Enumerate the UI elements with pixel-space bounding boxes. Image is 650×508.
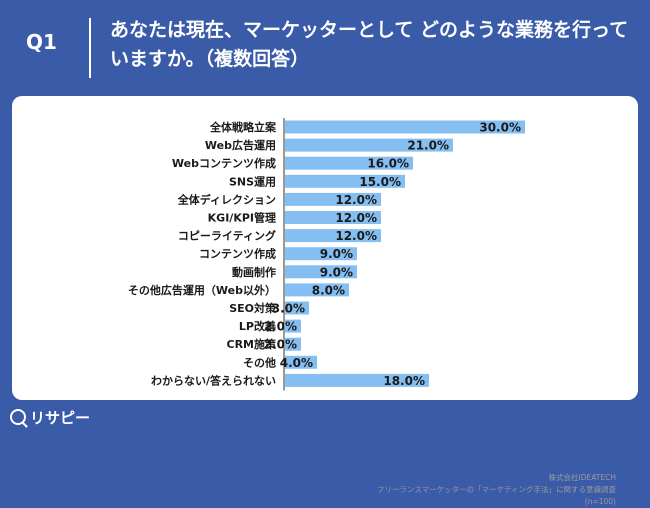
value-label: 8.0% xyxy=(312,283,345,297)
category-label: 全体ディレクション xyxy=(177,192,276,206)
category-label: 全体戦略立案 xyxy=(209,120,277,134)
bar-chart: 全体戦略立案 30.0% Web広告運用 21.0% Webコンテンツ作成 16.0% SN… xyxy=(128,118,525,391)
source-note: 株式会社IDEATECH フリーランスマーケッターの「マーケティング手法」に関す… xyxy=(377,472,616,508)
bar xyxy=(285,229,381,243)
category-label: コピーライティング xyxy=(178,229,276,243)
chart-card: 全体戦略立案 30.0% Web広告運用 21.0% Webコンテンツ作成 16.0% SN… xyxy=(12,96,638,506)
value-label: 2.0% xyxy=(264,338,297,352)
bar xyxy=(285,211,381,224)
bar xyxy=(285,156,413,170)
bar xyxy=(285,319,301,333)
value-label: 21.0% xyxy=(407,139,449,153)
category-label: KGI/KPI管理 xyxy=(208,211,276,225)
bar xyxy=(285,337,301,351)
category-label: Webコンテンツ作成 xyxy=(172,156,276,170)
value-label: 9.0% xyxy=(320,265,353,279)
bar xyxy=(285,301,309,315)
bar xyxy=(285,373,429,387)
source-sample: (n=100) xyxy=(584,497,616,506)
question-title: あなたは現在、マーケッターとして どのような業務を行っていますか。（複数回答） xyxy=(110,19,629,70)
bar xyxy=(285,138,453,152)
category-label: その他 xyxy=(243,355,276,369)
question-number: Q1 xyxy=(26,30,57,54)
category-label: SNS運用 xyxy=(229,175,276,188)
source-company: 株式会社IDEATECH xyxy=(548,473,616,482)
source-survey: フリーランスマーケッターの「マーケティング手法」に関する意識調査 xyxy=(376,485,616,494)
value-label: 9.0% xyxy=(320,247,353,261)
value-label: 15.0% xyxy=(359,175,401,189)
magnifier-icon xyxy=(10,409,26,425)
value-label: 12.0% xyxy=(335,229,377,243)
bar xyxy=(285,192,381,206)
category-label: CRM施策 xyxy=(227,337,277,351)
header-divider xyxy=(89,18,91,78)
value-label: 30.0% xyxy=(479,121,521,135)
category-label: SEO対策 xyxy=(229,301,277,315)
bar xyxy=(285,265,357,279)
category-label: その他広告運用（Web以外） xyxy=(128,283,276,297)
value-label: 3.0% xyxy=(272,302,305,316)
category-label: わからない/答えられない xyxy=(151,373,276,387)
value-label: 4.0% xyxy=(280,356,313,370)
bar xyxy=(285,283,349,297)
value-label: 16.0% xyxy=(367,157,409,171)
brand-logo-text: リサピー xyxy=(30,408,91,427)
bar xyxy=(285,120,525,134)
category-label: Web広告運用 xyxy=(205,138,276,152)
category-label: コンテンツ作成 xyxy=(199,247,276,261)
bar xyxy=(285,355,317,369)
category-label: 動画制作 xyxy=(232,265,276,279)
value-label: 2.0% xyxy=(264,320,297,334)
bar xyxy=(285,247,357,261)
value-label: 12.0% xyxy=(335,211,377,225)
brand-logo: リサピー xyxy=(10,406,90,428)
bar xyxy=(285,174,405,188)
value-label: 12.0% xyxy=(335,193,377,207)
category-label: LP改善 xyxy=(239,319,276,333)
header: Q1 あなたは現在、マーケッターとして どのような業務を行っていますか。（複数回… xyxy=(0,0,650,92)
value-label: 18.0% xyxy=(383,374,425,388)
